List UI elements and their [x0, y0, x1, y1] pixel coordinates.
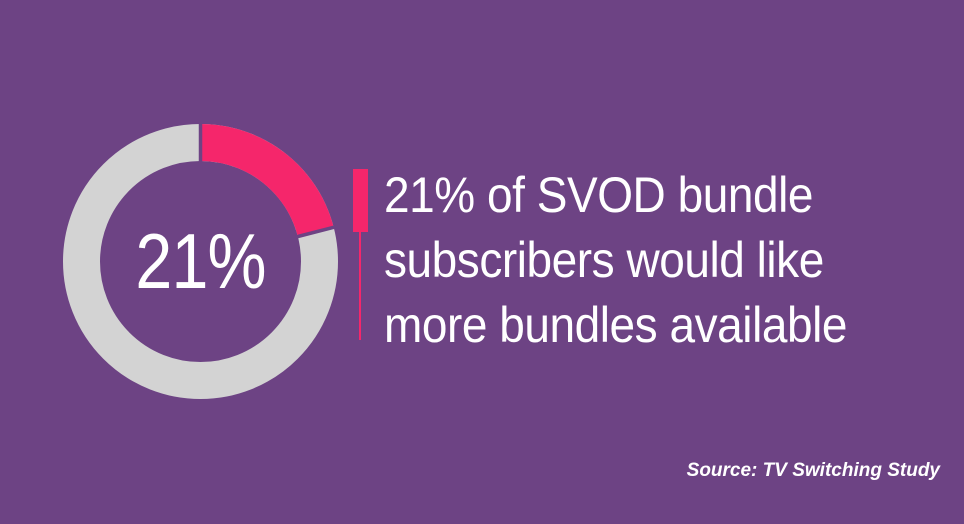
headline-line-1: 21% of SVOD bundle: [384, 167, 813, 223]
headline-accent-bar: [353, 169, 368, 232]
source-credit: Source: TV Switching Study: [686, 460, 940, 481]
donut-chart: 21%: [63, 124, 338, 399]
donut-center-label: 21%: [135, 217, 266, 305]
headline: 21% of SVOD bundle subscribers would lik…: [384, 163, 847, 358]
donut-chart-graphic: [63, 124, 338, 399]
headline-accent-line: [359, 232, 361, 340]
headline-line-3: more bundles available: [384, 297, 847, 353]
headline-line-2: subscribers would like: [384, 232, 824, 288]
